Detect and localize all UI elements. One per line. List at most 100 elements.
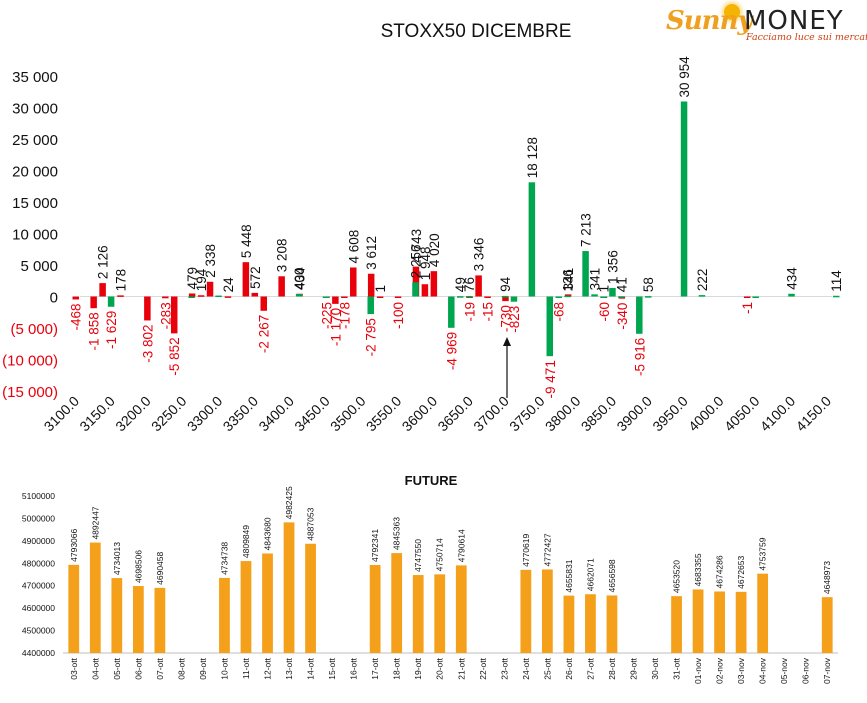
strike-bar: [475, 275, 482, 297]
strike-bar: [251, 292, 259, 297]
strike-bar: [465, 296, 473, 298]
strike-bar: [295, 293, 303, 297]
future-x-tick-label: 05-ott: [112, 657, 122, 679]
future-x-tick-label: 22-ott: [478, 657, 488, 679]
strike-bar: [528, 182, 536, 297]
strike-bar: [618, 296, 625, 298]
future-y-tick-label: 4700000: [22, 581, 55, 591]
future-value-label: 4845363: [392, 517, 402, 550]
strike-bar: [636, 296, 643, 334]
future-value-label: 4750714: [435, 538, 445, 571]
future-value-label: 4843680: [263, 517, 273, 550]
future-bar: [714, 591, 725, 653]
strike-bar: [645, 296, 652, 298]
future-bar: [283, 522, 295, 653]
strike-bar: [457, 296, 464, 298]
future-bar: [541, 569, 553, 653]
strike-bar: [833, 295, 840, 298]
bar-value-label: 24: [221, 277, 236, 293]
future-x-tick-label: 10-ott: [219, 657, 229, 679]
x-tick-label: 4150.0: [793, 393, 835, 435]
future-x-tick-label: 03-nov: [736, 657, 746, 684]
future-bar: [111, 578, 123, 653]
y-tick-label: (5 000): [10, 321, 58, 338]
future-x-tick-label: 23-ott: [499, 657, 509, 679]
strike-bar: [484, 296, 491, 298]
future-x-tick-label: 29-ott: [628, 657, 638, 679]
bar-value-label: 114: [829, 270, 844, 292]
bar-value-label: -5 916: [632, 338, 647, 376]
strike-bar: [412, 266, 420, 297]
strike-bar: [224, 296, 232, 298]
chart-title: STOXX50 DICEMBRE: [381, 21, 572, 42]
strike-bar: [448, 296, 455, 328]
future-bar: [606, 595, 618, 653]
future-x-tick-label: 07-nov: [822, 657, 832, 684]
strike-bar: [564, 295, 571, 298]
future-x-tick-label: 02-nov: [715, 657, 725, 684]
logo-brand-a: Sunny: [666, 6, 753, 36]
future-x-tick-label: 04-ott: [90, 657, 100, 679]
future-value-label: 4982425: [284, 486, 294, 519]
bar-value-label: -15: [481, 302, 496, 322]
strike-bar: [367, 273, 375, 297]
future-bar: [154, 587, 166, 653]
future-x-tick-label: 28-ott: [607, 657, 617, 679]
bar-value-label: -340: [615, 303, 630, 330]
future-value-label: 4690458: [155, 551, 165, 584]
future-x-tick-label: 17-ott: [370, 657, 380, 679]
strike-bar: [510, 296, 518, 302]
future-bar: [305, 543, 316, 653]
strike-bar: [278, 276, 285, 297]
x-tick-label: 4050.0: [721, 393, 763, 435]
bar-value-label: 4 020: [427, 233, 442, 267]
strike-bar: [421, 284, 429, 297]
bar-value-label: 76: [462, 277, 477, 292]
x-tick-label: 3750.0: [506, 393, 548, 435]
bar-value-label: 3 612: [364, 236, 379, 270]
future-value-label: 4674286: [715, 555, 725, 588]
bar-value-label: 400: [292, 267, 307, 290]
strike-bar: [582, 251, 589, 297]
strike-bar: [394, 296, 402, 298]
x-tick-label: 3200.0: [112, 393, 154, 435]
strike-bar: [332, 296, 339, 304]
bar-value-label: -5 852: [167, 337, 182, 375]
bar-value-label: -730: [498, 305, 513, 332]
future-x-tick-label: 09-ott: [198, 657, 208, 679]
future-y-tick-label: 4500000: [22, 626, 55, 636]
future-bar: [89, 542, 101, 653]
future-y-tick-label: 5000000: [22, 513, 55, 523]
y-tick-label: 35 000: [12, 69, 58, 86]
x-tick-label: 3450.0: [291, 393, 333, 435]
future-x-tick-label: 27-ott: [585, 657, 595, 679]
y-tick-label: 5 000: [20, 258, 58, 275]
bar-value-label: 194: [194, 268, 209, 291]
bar-value-label: -60: [597, 302, 612, 322]
strike-bar: [215, 295, 222, 298]
future-bar: [391, 553, 403, 653]
future-bar: [412, 575, 424, 653]
future-x-tick-label: 07-ott: [155, 657, 165, 679]
future-bar: [455, 565, 467, 653]
bar-value-label: 49: [453, 277, 468, 292]
bar-value-label: -1 629: [104, 311, 119, 349]
strike-bar: [341, 296, 348, 298]
sun-icon: [724, 4, 740, 20]
future-bar: [68, 564, 80, 653]
bar-value-label: 434: [784, 267, 799, 290]
future-bar: [692, 589, 704, 653]
strike-bar: [591, 294, 598, 297]
bar-value-label: 7 213: [579, 213, 594, 247]
strike-bar-chart: STOXX50 DICEMBRE 35 000 30 000 25 000 20 000…: [2, 21, 844, 435]
strike-bar: [501, 295, 509, 298]
x-tick-label: 3500.0: [327, 393, 369, 435]
y-tick-label: 20 000: [12, 164, 58, 181]
bar-value-label: 3 208: [275, 238, 290, 272]
bar-value-label: -283: [158, 302, 173, 329]
strike-bar: [170, 296, 178, 334]
future-x-tick-label: 16-ott: [349, 657, 359, 679]
bar-value-label: 572: [248, 266, 263, 289]
strike-bar: [546, 296, 554, 357]
bar-value-label: -9 471: [543, 360, 558, 398]
